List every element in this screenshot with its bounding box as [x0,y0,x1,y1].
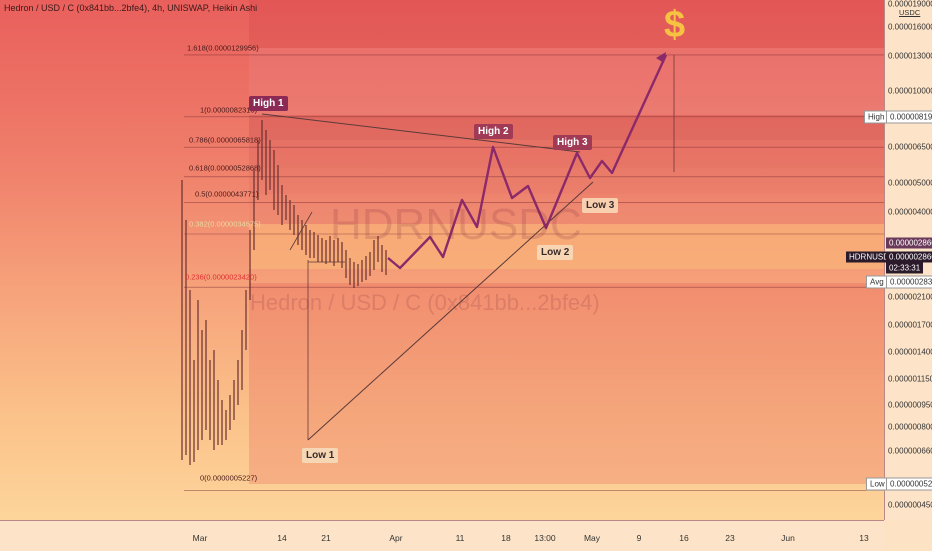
time-tick: 23 [725,533,735,543]
symbol-tag-value: 0.0000028666 [886,251,932,263]
price-tick: 0.0000017000 [888,320,932,330]
watermark-symbol: HDRNUSDC [330,200,582,249]
last-price-tag: 0.0000028666 [886,237,932,249]
time-tick: Apr [389,533,403,543]
fib-band-1618 [249,48,884,115]
price-tick: 0.0000160000 [888,22,932,32]
label-high-1: High 1 [249,96,288,111]
label-low-3: Low 3 [582,198,619,213]
fib-label-5: 0.5(0.0000043771) [195,189,259,199]
price-tick: 0.0000009500 [888,400,932,410]
fib-lines [184,54,884,491]
price-candles [181,120,387,465]
fib-label-236: 0.236(0.0000023420) [185,272,257,282]
fib-label-0: 0(0.0000005227) [200,473,258,483]
label-low-2: Low 2 [537,245,574,260]
price-tick: 0.0000004500 [888,500,932,510]
low-tag-value: 0.0000005225 [886,477,932,491]
avg-tag-value: 0.0000028337 [886,275,932,289]
fib-band-236 [249,283,884,484]
chart-title: Hedron / USD / C (0x841bb...2bfe4), 4h, … [4,3,258,13]
resistance-trendline [261,113,581,153]
label-low-1: Low 1 [302,448,339,463]
fib-label-1: 1(0.0000082315) [200,105,258,115]
time-tick: 16 [679,533,689,543]
watermark-name: Hedron / USD / C (0x841bb...2bfe4) [250,290,600,315]
time-tick: 11 [455,533,465,543]
price-tick: 0.0000130000 [888,51,932,61]
fib-label-618: 0.618(0.0000052868) [189,163,261,173]
time-tick: 14 [277,533,287,543]
projection-arrowhead [656,52,666,63]
price-tick: 0.0000190000 [888,0,932,9]
high-tag-label: High [864,110,889,124]
high-tag-value: 0.0000081930 [886,110,932,124]
time-tick: May [583,533,601,543]
fib-band-5 [249,194,884,224]
price-axis-currency: USDC [899,8,921,17]
price-tick: 0.0000100000 [888,86,932,96]
price-tick: 0.0000014000 [888,347,932,357]
fib-label-382: 0.382(0.0000034675) [189,219,261,229]
symbol-tag-label: HDRNUSDC [846,251,898,263]
dollar-sign-icon: $ [664,4,686,46]
label-high-3: High 3 [553,135,592,150]
projection-path [387,54,668,270]
time-tick: Jun [781,533,795,543]
price-tick: 0.0000050000 [888,178,932,188]
time-tick: 13 [859,533,869,543]
time-tick: Mar [192,533,208,543]
price-tick: 0.0000065000 [888,142,932,152]
channel-line-a [289,211,313,251]
time-tick: 9 [636,533,642,543]
avg-tag-label: Avg [866,275,888,289]
time-axis[interactable] [0,520,884,551]
time-tick: 18 [501,533,511,543]
countdown-tag: 02:33:31 [886,262,924,274]
time-tick: 13:00 [534,533,556,543]
fib-label-1618: 1.618(0.0000129956) [187,43,259,53]
label-high-2: High 2 [474,124,513,139]
price-tick: 0.0000021000 [888,292,932,302]
fib-label-786: 0.786(0.0000065818) [189,135,261,145]
time-tick: 21 [321,533,331,543]
price-tick: 0.0000008000 [888,422,932,432]
fib-band-top [249,0,884,48]
price-tick: 0.0000040000 [888,207,932,217]
price-tick: 0.0000006600 [888,446,932,456]
